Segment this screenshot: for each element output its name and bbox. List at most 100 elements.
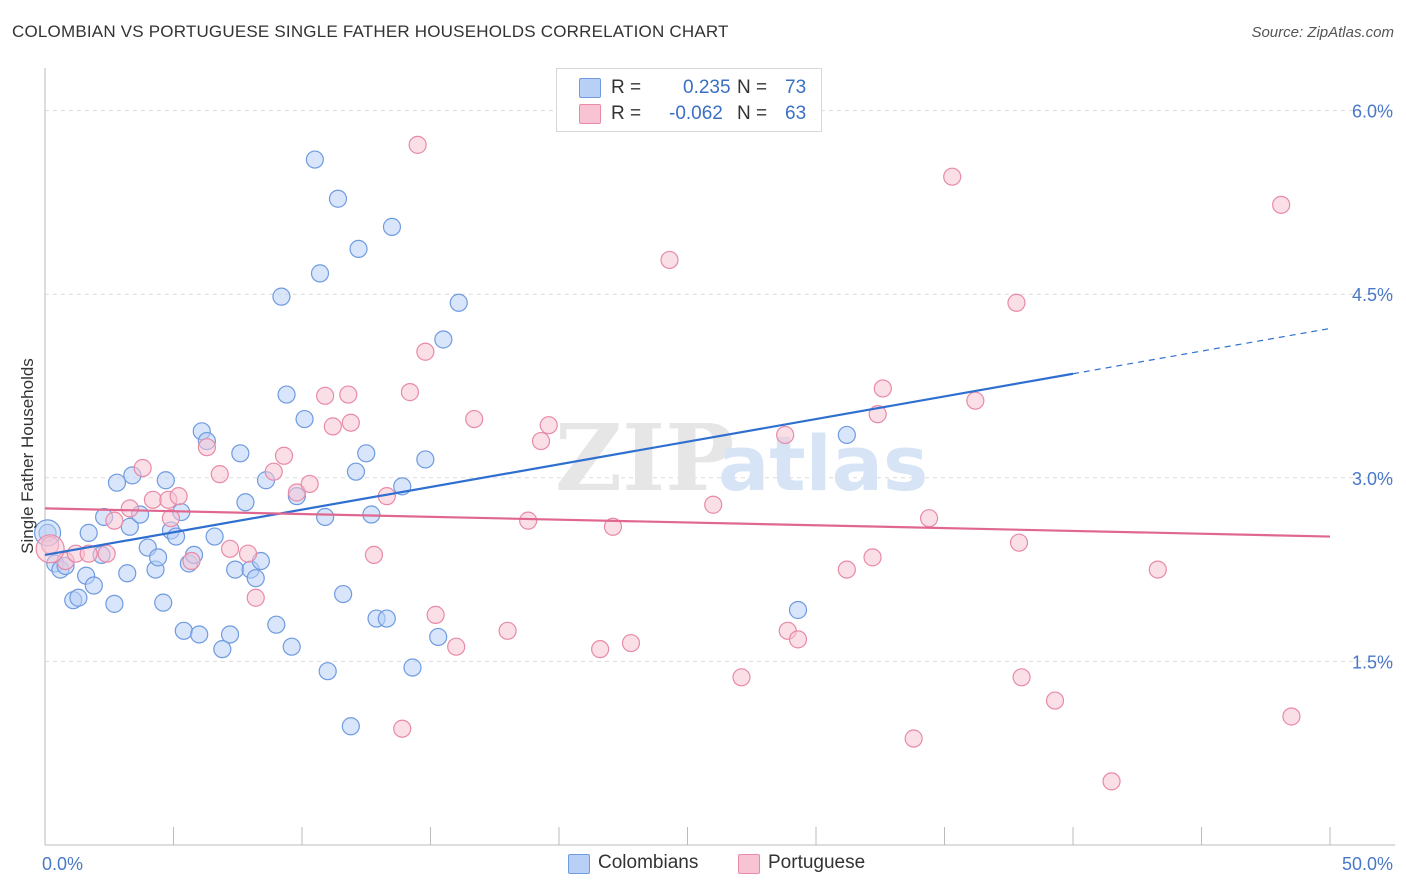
portuguese-point — [447, 637, 466, 656]
portuguese-point — [539, 416, 558, 435]
watermark-atlas: atlas — [718, 419, 928, 508]
portuguese-point — [1102, 772, 1121, 791]
colombians-point — [346, 462, 366, 481]
colombians-point — [148, 548, 168, 567]
portuguese-point — [1148, 560, 1167, 579]
source-label: Source: ZipAtlas.com — [1251, 24, 1394, 41]
legend-r-value: -0.062 — [669, 103, 723, 124]
portuguese-point — [143, 490, 163, 509]
portuguese-point — [660, 250, 679, 270]
legend-r-label: R = — [611, 77, 642, 98]
portuguese-point — [1045, 691, 1065, 710]
portuguese-point — [341, 413, 360, 432]
portuguese-point — [161, 509, 181, 528]
colombians-point — [316, 507, 335, 527]
colombians-point — [107, 473, 127, 492]
y-tick-label: 6.0% — [1352, 102, 1393, 122]
portuguese-point — [591, 640, 610, 659]
portuguese-point — [919, 509, 939, 528]
legend-label-portuguese: Portuguese — [768, 852, 866, 873]
portuguese-point — [837, 560, 856, 579]
series-portuguese — [35, 135, 1301, 791]
portuguese-point — [873, 379, 892, 398]
portuguese-point — [408, 135, 427, 154]
colombians-point — [226, 560, 245, 579]
portuguese-point — [246, 588, 265, 607]
colombians-point — [349, 239, 368, 259]
y-tick-label: 1.5% — [1352, 652, 1393, 672]
colombians-point — [190, 625, 209, 644]
colombians-point — [213, 640, 232, 659]
portuguese-point — [300, 474, 319, 494]
portuguese-point — [220, 539, 240, 558]
portuguese-point — [35, 534, 65, 564]
colombians-point — [429, 627, 448, 647]
legend-label-colombians: Colombians — [598, 852, 699, 873]
legend-r-label: R = — [611, 103, 642, 124]
colombians-point — [69, 588, 88, 607]
colombians-point — [105, 594, 124, 613]
colombians-point — [788, 600, 808, 620]
watermark: ZIP atlas — [555, 404, 928, 512]
portuguese-point — [943, 167, 962, 186]
correlation-legend: R = 0.235 N = 73 R = -0.062 N = 63 — [556, 68, 822, 132]
x-tick-label: 0.0% — [42, 854, 83, 874]
legend-swatch-colombians — [579, 78, 601, 98]
portuguese-point — [182, 551, 201, 571]
portuguese-point — [238, 544, 258, 563]
colombians-point — [449, 293, 468, 312]
colombians-point — [416, 450, 435, 469]
portuguese-point — [621, 633, 641, 653]
colombians-point — [282, 637, 301, 656]
portuguese-point — [732, 668, 751, 687]
colombians-point — [156, 471, 175, 490]
portuguese-trend-line — [44, 507, 1331, 538]
portuguese-point — [519, 511, 538, 530]
colombians-point — [295, 409, 314, 429]
colombians-point — [231, 444, 250, 463]
tick-labels: 1.5% 3.0% 4.5% 6.0% 0.0% 50.0% — [42, 102, 1393, 874]
legend-n-label: N = — [737, 77, 768, 98]
colombians-point — [318, 662, 337, 681]
colombians-point — [328, 189, 348, 208]
portuguese-point — [531, 431, 551, 451]
colombians-point — [403, 658, 422, 677]
colombians-trend-line — [44, 372, 1074, 556]
colombians-point — [341, 717, 360, 736]
portuguese-point — [1007, 293, 1026, 312]
portuguese-point — [1012, 668, 1031, 687]
portuguese-point — [339, 385, 358, 404]
portuguese-point — [426, 605, 445, 624]
portuguese-point — [364, 545, 384, 565]
portuguese-point — [788, 630, 808, 649]
colombians-point — [277, 385, 296, 404]
colombians-point — [246, 569, 265, 588]
portuguese-point — [776, 425, 795, 445]
portuguese-point — [704, 495, 723, 514]
portuguese-point — [197, 438, 217, 457]
y-tick-label: 3.0% — [1352, 469, 1393, 489]
colombians-point — [837, 425, 856, 445]
colombians-point — [79, 523, 98, 542]
portuguese-point — [210, 465, 229, 484]
legend-swatch-portuguese — [579, 104, 601, 124]
colombians-trend-extension — [1072, 327, 1331, 375]
portuguese-point — [274, 446, 294, 465]
portuguese-point — [393, 719, 412, 738]
colombians-point — [205, 527, 224, 546]
legend-swatch-colombians — [568, 854, 590, 874]
colombians-point — [236, 493, 255, 512]
portuguese-point — [966, 391, 985, 410]
portuguese-point — [79, 544, 98, 563]
colombians-point — [154, 593, 173, 612]
portuguese-point — [97, 544, 116, 563]
portuguese-point — [169, 487, 188, 506]
colombians-point — [174, 621, 193, 640]
portuguese-point — [287, 483, 306, 502]
x-tick-label: 50.0% — [1342, 854, 1393, 874]
portuguese-point — [1272, 195, 1291, 214]
colombians-point — [434, 330, 453, 349]
portuguese-point — [904, 729, 923, 748]
legend-n-value: 63 — [785, 103, 807, 124]
